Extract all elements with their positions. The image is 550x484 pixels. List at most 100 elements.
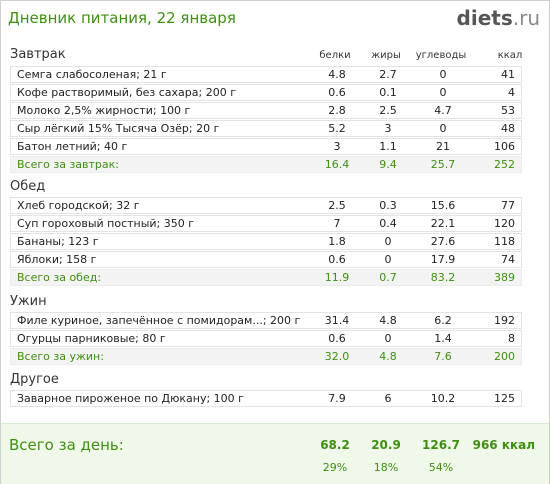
food-kcal: 74 [501,253,515,266]
food-name: Яблоки; 158 г [17,253,97,266]
food-fat: 1.1 [379,140,397,153]
day-total-kcal: 966 ккал [472,438,535,452]
total-row-breakfast: Всего за завтрак: 16.4 9.4 25.7 252 [10,156,522,173]
food-row[interactable]: Яблоки; 158 г 0.6 0 17.9 74 [10,251,522,268]
food-protein: 0.6 [328,86,346,99]
total-protein: 16.4 [324,158,350,171]
total-fat: 9.4 [379,158,397,171]
food-name: Хлеб городской; 32 г [17,199,140,212]
total-kcal: 389 [494,271,515,284]
total-carbs: 83.2 [430,271,456,284]
food-fat: 0 [384,235,392,248]
food-row[interactable]: Заварное пироженое по Дюкану; 100 г 7.9 … [10,390,522,407]
day-fat-percent: 18% [373,461,399,474]
food-kcal: 53 [501,104,515,117]
total-carbs: 7.6 [434,350,452,363]
food-row[interactable]: Суп гороховый постный; 350 г 7 0.4 22.1 … [10,215,522,232]
total-kcal: 200 [494,350,515,363]
day-carbs-percent: 54% [428,461,454,474]
food-carbs: 6.2 [434,314,452,327]
logo-suffix: .ru [512,6,540,30]
food-row[interactable]: Кофе растворимый, без сахара; 200 г 0.6 … [10,84,522,101]
food-fat: 0.3 [379,199,397,212]
food-fat: 6 [384,392,392,405]
food-carbs: 4.7 [434,104,452,117]
food-kcal: 125 [494,392,515,405]
day-total-protein: 68.2 [320,438,350,452]
total-carbs: 25.7 [430,158,456,171]
total-label: Всего за ужин: [17,350,104,363]
day-total-carbs: 126.7 [422,438,460,452]
food-row[interactable]: Семга слабосоленая; 21 г 4.8 2.7 0 41 [10,66,522,83]
food-protein: 0.6 [328,332,346,345]
food-protein: 7.9 [328,392,346,405]
column-header-fat: жиры [371,50,401,61]
food-fat: 0.4 [379,217,397,230]
column-header-protein: белки [319,50,351,61]
food-row[interactable]: Батон летний; 40 г 3 1.1 21 106 [10,138,522,155]
total-row-lunch: Всего за обед: 11.9 0.7 83.2 389 [10,269,522,286]
food-name: Кофе растворимый, без сахара; 200 г [17,86,236,99]
food-row[interactable]: Бананы; 123 г 1.8 0 27.6 118 [10,233,522,250]
section-title-dinner: Ужин [10,294,47,309]
food-protein: 2.8 [328,104,346,117]
food-row[interactable]: Молоко 2,5% жирности; 100 г 2.8 2.5 4.7 … [10,102,522,119]
total-row-dinner: Всего за ужин: 32.0 4.8 7.6 200 [10,348,522,365]
food-kcal: 8 [508,332,515,345]
day-total-box: Всего за день: 68.2 20.9 126.7 966 ккал … [1,423,549,484]
logo-main: diets [456,6,513,30]
food-row[interactable]: Огурцы парниковые; 80 г 0.6 0 1.4 8 [10,330,522,347]
food-name: Заварное пироженое по Дюкану; 100 г [17,392,244,405]
food-kcal: 77 [501,199,515,212]
food-protein: 4.8 [328,68,346,81]
food-carbs: 0 [439,86,447,99]
food-protein: 1.8 [328,235,346,248]
food-name: Филе куриное, запечённое с помидорам...;… [17,314,301,327]
section-title-lunch: Обед [10,179,46,194]
food-fat: 0 [384,253,392,266]
food-carbs: 17.9 [430,253,456,266]
total-protein: 11.9 [324,271,350,284]
food-protein: 3 [333,140,341,153]
food-row[interactable]: Хлеб городской; 32 г 2.5 0.3 15.6 77 [10,197,522,214]
food-kcal: 41 [501,68,515,81]
food-protein: 2.5 [328,199,346,212]
header: Дневник питания, 22 января diets.ru [1,1,549,37]
total-fat: 0.7 [379,271,397,284]
food-carbs: 0 [439,122,447,135]
food-name: Батон летний; 40 г [17,140,128,153]
food-kcal: 4 [508,86,515,99]
food-name: Суп гороховый постный; 350 г [17,217,195,230]
section-title-breakfast: Завтрак [10,47,66,62]
food-name: Сыр лёгкий 15% Тысяча Озёр; 20 г [17,122,220,135]
total-fat: 4.8 [379,350,397,363]
food-carbs: 22.1 [430,217,456,230]
food-fat: 4.8 [379,314,397,327]
section-title-other: Другое [10,372,59,387]
food-carbs: 1.4 [434,332,452,345]
column-header-kcal: ккал [497,50,523,61]
day-total-fat: 20.9 [371,438,401,452]
food-kcal: 118 [494,235,515,248]
food-fat: 0 [384,332,392,345]
total-kcal: 252 [494,158,515,171]
total-label: Всего за завтрак: [17,158,120,171]
food-protein: 0.6 [328,253,346,266]
column-header-carbs: углеводы [415,50,467,61]
food-kcal: 120 [494,217,515,230]
food-row[interactable]: Сыр лёгкий 15% Тысяча Озёр; 20 г 5.2 3 0… [10,120,522,137]
food-carbs: 0 [439,68,447,81]
food-carbs: 27.6 [430,235,456,248]
food-protein: 7 [333,217,341,230]
food-name: Молоко 2,5% жирности; 100 г [17,104,191,117]
food-protein: 31.4 [324,314,350,327]
food-name: Огурцы парниковые; 80 г [17,332,166,345]
food-name: Бананы; 123 г [17,235,99,248]
diets-logo[interactable]: diets.ru [457,6,540,30]
food-row[interactable]: Филе куриное, запечённое с помидорам...;… [10,312,522,329]
day-protein-percent: 29% [322,461,348,474]
total-protein: 32.0 [324,350,350,363]
food-fat: 2.7 [379,68,397,81]
food-name: Семга слабосоленая; 21 г [17,68,167,81]
